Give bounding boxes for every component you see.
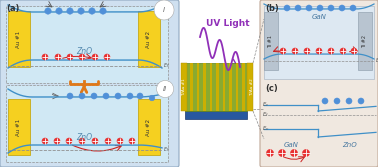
Circle shape [328,5,334,11]
Bar [223,63,225,111]
Text: I: I [163,7,165,13]
Bar [229,63,231,111]
Circle shape [127,93,133,99]
Circle shape [328,48,334,54]
Text: $E_F$: $E_F$ [163,146,170,154]
Bar [247,63,253,111]
Circle shape [137,93,143,99]
Circle shape [104,54,110,60]
Bar [181,63,187,111]
Bar [235,63,238,111]
Text: (c): (c) [265,84,278,93]
Text: $E_F$: $E_F$ [375,57,378,65]
Text: UV Light: UV Light [206,20,250,29]
Text: Au #2: Au #2 [147,30,152,48]
Circle shape [67,8,73,14]
FancyBboxPatch shape [0,0,179,167]
Bar [138,99,160,155]
Circle shape [317,5,323,11]
Text: (b): (b) [265,4,279,13]
Circle shape [306,5,312,11]
Circle shape [279,149,285,156]
Circle shape [56,8,62,14]
Circle shape [129,138,135,144]
Bar [8,11,30,67]
Text: Au #1: Au #1 [17,118,22,136]
Bar [242,63,245,111]
FancyBboxPatch shape [260,0,378,167]
Circle shape [79,93,85,99]
Circle shape [92,138,98,144]
Circle shape [334,98,340,104]
Text: GaN: GaN [311,14,327,20]
Circle shape [89,8,95,14]
Circle shape [117,138,123,144]
Circle shape [79,138,85,144]
Circle shape [105,138,111,144]
FancyBboxPatch shape [6,6,168,83]
Bar [216,63,218,111]
Bar [358,12,372,70]
Circle shape [302,149,310,156]
Circle shape [339,5,345,11]
Circle shape [304,48,310,54]
Text: $E_v$: $E_v$ [262,125,270,133]
Text: ZnO: ZnO [342,142,357,148]
Circle shape [115,93,121,99]
Circle shape [266,149,274,156]
Circle shape [340,48,346,54]
Text: $E_F$: $E_F$ [163,62,170,70]
Text: ZnO: ZnO [76,47,92,56]
Circle shape [280,48,286,54]
Text: Ti/Au #1: Ti/Au #1 [182,78,186,96]
Circle shape [79,54,85,60]
Bar [209,63,212,111]
FancyBboxPatch shape [6,85,168,162]
Circle shape [149,95,155,101]
Text: $E_c$: $E_c$ [262,101,270,109]
Circle shape [322,98,328,104]
Circle shape [42,54,48,60]
Text: II: II [163,86,167,92]
Text: Au #1: Au #1 [17,30,22,48]
Circle shape [291,149,297,156]
FancyBboxPatch shape [264,6,374,79]
Text: (a): (a) [6,4,19,13]
Circle shape [100,8,106,14]
Bar [8,99,30,155]
Circle shape [55,54,61,60]
Circle shape [92,54,98,60]
Bar [203,63,206,111]
Circle shape [295,5,301,11]
Circle shape [67,54,73,60]
Circle shape [45,8,51,14]
Circle shape [316,48,322,54]
Circle shape [91,93,97,99]
Text: $E_f$: $E_f$ [262,111,269,119]
Text: Ti #1: Ti #1 [268,35,274,47]
Bar [138,11,160,67]
Text: ZnO: ZnO [76,132,92,141]
Bar [264,12,278,70]
Bar [190,63,192,111]
Circle shape [54,138,60,144]
Bar [197,63,199,111]
Circle shape [66,138,72,144]
Circle shape [284,5,290,11]
Circle shape [358,98,364,104]
Text: Au #2: Au #2 [147,118,152,136]
Circle shape [292,48,298,54]
Circle shape [103,93,109,99]
Circle shape [346,98,352,104]
Circle shape [42,138,48,144]
Text: Ti/Au #2: Ti/Au #2 [250,78,254,96]
Circle shape [351,48,357,54]
Bar [185,111,247,119]
Bar [185,63,247,111]
Circle shape [78,8,84,14]
Text: GaN: GaN [284,142,299,148]
Circle shape [67,93,73,99]
Circle shape [350,5,356,11]
Text: Ti #2: Ti #2 [363,35,367,47]
